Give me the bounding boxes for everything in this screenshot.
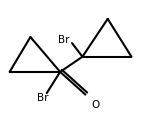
Text: Br: Br [37,93,48,103]
Text: O: O [91,100,99,110]
Text: Br: Br [58,35,69,45]
